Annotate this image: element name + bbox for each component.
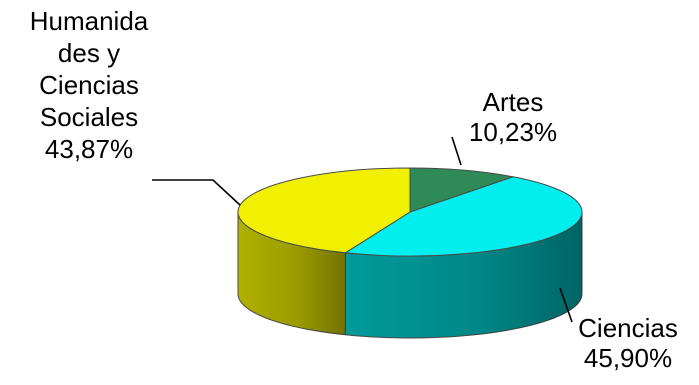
label-ciencias-line: 45,90% [584, 343, 672, 373]
slice-humanida [237, 167, 411, 254]
leader-humanida [152, 179, 241, 206]
label-humanida-line: Sociales [40, 102, 138, 132]
leader-artes [451, 136, 462, 166]
label-artes-line: 10,23% [469, 117, 557, 147]
label-humanida-line: des y [58, 38, 120, 68]
slice-artes [409, 167, 514, 213]
label-artes: Artes 10,23% [469, 87, 557, 147]
slice-labels: Artes 10,23%Ciencias 45,90%Humanida des y Ci… [30, 6, 678, 373]
label-humanida: Humanida des y Ciencias Sociales 43,87% [30, 6, 149, 164]
label-ciencias-line: Ciencias [578, 313, 678, 343]
pie-sides [237, 211, 583, 339]
label-artes-line: Artes [483, 87, 544, 117]
slice-ciencias [344, 176, 583, 257]
label-humanida-line: Ciencias [39, 70, 139, 100]
side-ciencias-shading [345, 212, 582, 338]
label-humanida-line: Humanida [30, 6, 149, 36]
label-leaders [152, 136, 573, 323]
leader-ciencias [559, 287, 573, 323]
pie-tops [237, 167, 583, 257]
side-humanida-shading [238, 212, 346, 335]
label-ciencias: Ciencias 45,90% [578, 313, 678, 373]
label-humanida-line: 43,87% [45, 134, 133, 164]
